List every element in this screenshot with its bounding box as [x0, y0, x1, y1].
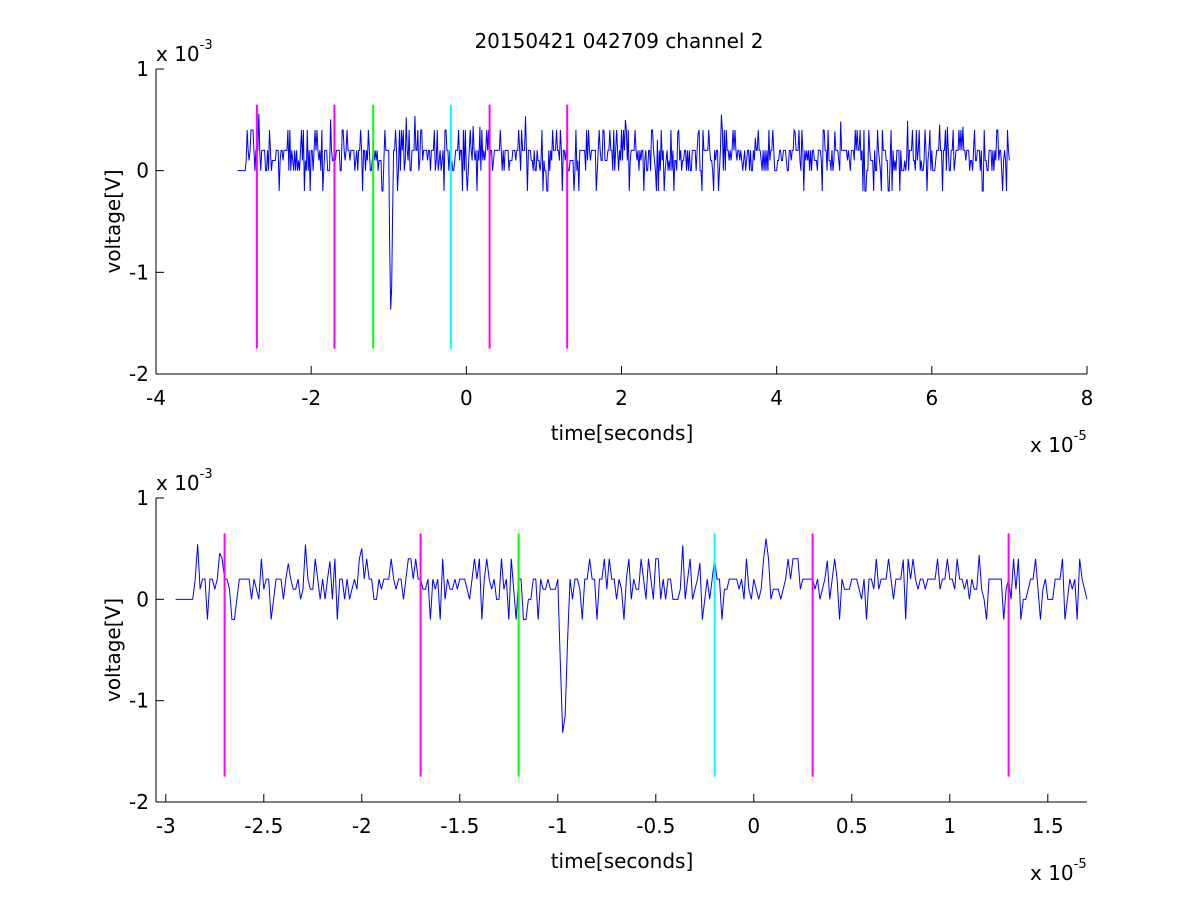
x-exponent-label: x 10-5 — [1030, 429, 1087, 457]
x-tick-label: 2 — [615, 386, 628, 410]
x-tick-label: -4 — [146, 386, 166, 410]
x-tick-label: 1 — [943, 814, 956, 838]
y-tick-label: 1 — [136, 486, 149, 510]
y-exponent-label: x 10-3 — [156, 467, 213, 495]
signal-trace — [237, 113, 1010, 310]
x-tick-label: -2.5 — [244, 814, 283, 838]
x-tick-label: -1 — [548, 814, 568, 838]
x-exponent-label: x 10-5 — [1030, 857, 1087, 885]
y-axis-label: voltage[V] — [101, 598, 125, 702]
y-tick-label: 1 — [136, 57, 149, 81]
y-tick-label: -1 — [129, 260, 149, 284]
x-tick-label: -3 — [156, 814, 176, 838]
x-tick-label: 6 — [925, 386, 938, 410]
x-axis-label: time[seconds] — [551, 421, 694, 445]
x-tick-label: 1.5 — [1032, 814, 1064, 838]
y-tick-label: 0 — [136, 587, 149, 611]
top-plot: -4 -2 0 2 4 6 8-2-101time[seconds]voltage[V]x … — [101, 38, 1093, 457]
x-tick-label: 0 — [747, 814, 760, 838]
y-tick-label: -1 — [129, 689, 149, 713]
y-axis-label: voltage[V] — [101, 169, 125, 273]
x-tick-label: -2 — [301, 386, 321, 410]
x-tick-label: 4 — [770, 386, 783, 410]
x-tick-label: -1.5 — [440, 814, 479, 838]
x-tick-label: -0.5 — [636, 814, 675, 838]
bottom-plot: -3 -2.5 -2 -1.5 -1 -0.5 0 0.5 1 1.5 -2 -1 0 1 time[sec… — [101, 467, 1088, 885]
y-tick-label: -2 — [129, 362, 149, 386]
x-tick-label: 0.5 — [836, 814, 868, 838]
x-axis-label: time[seconds] — [551, 849, 694, 873]
y-tick-label: -2 — [129, 790, 149, 814]
figure-title: 20150421 042709 channel 2 — [474, 29, 763, 53]
x-tick-label: -2 — [352, 814, 372, 838]
y-tick-label: 0 — [136, 159, 149, 183]
x-tick-label: 8 — [1081, 386, 1094, 410]
x-tick-label: 0 — [460, 386, 473, 410]
y-exponent-label: x 10-3 — [156, 38, 213, 66]
signal-trace — [175, 538, 1088, 733]
